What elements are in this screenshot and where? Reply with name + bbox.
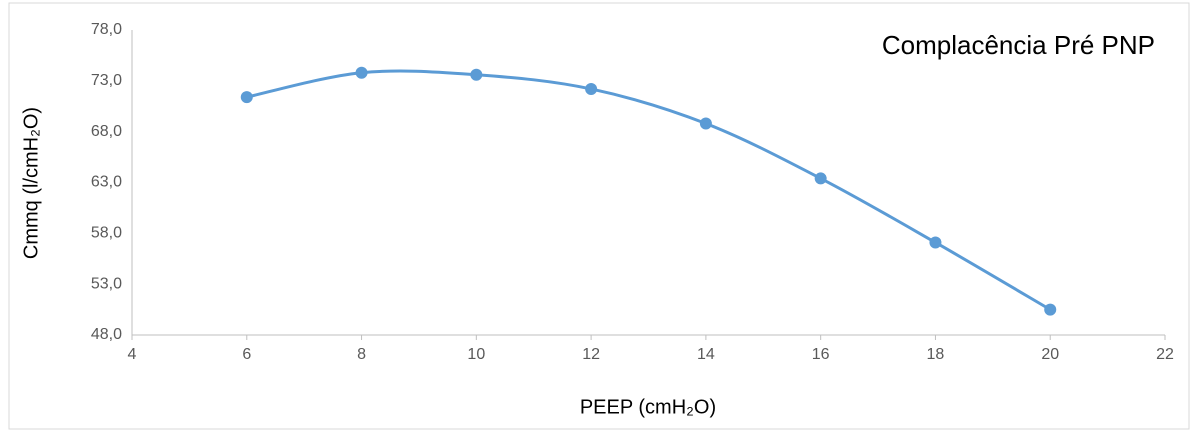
- point: [929, 236, 942, 249]
- x-tick-label: 6: [242, 346, 251, 363]
- y-axis-title: Cmmq (l/cmH₂O): [20, 107, 42, 259]
- y-tick-label: 63,0: [91, 174, 122, 191]
- x-tick-label: 4: [128, 346, 137, 363]
- point: [814, 172, 827, 185]
- chart-title: Complacência Pré PNP: [882, 30, 1155, 60]
- x-tick-label: 10: [467, 346, 485, 363]
- y-tick-label: 68,0: [91, 123, 122, 140]
- x-tick-label: 20: [1041, 346, 1059, 363]
- line: [246, 69, 1051, 311]
- x-tick-label: 18: [927, 346, 945, 363]
- point: [1044, 303, 1057, 316]
- x-tick-label: 14: [697, 346, 715, 363]
- y-tick-label: 53,0: [91, 275, 122, 292]
- y-tick-label: 58,0: [91, 225, 122, 242]
- x-tick-label: 12: [582, 346, 600, 363]
- point: [699, 117, 712, 130]
- point: [240, 91, 253, 104]
- chart-border: [8, 2, 1190, 430]
- x-tick-label: 22: [1156, 346, 1174, 363]
- y-tick-label: 73,0: [91, 72, 122, 89]
- x-axis-title: PEEP (cmH₂O): [580, 396, 716, 418]
- point: [355, 66, 368, 79]
- y-tick-label: 48,0: [91, 326, 122, 343]
- point: [585, 82, 598, 95]
- point: [470, 68, 483, 81]
- x-tick-label: 8: [357, 346, 366, 363]
- x-tick-label: 16: [812, 346, 830, 363]
- y-tick-label: 78,0: [91, 21, 122, 38]
